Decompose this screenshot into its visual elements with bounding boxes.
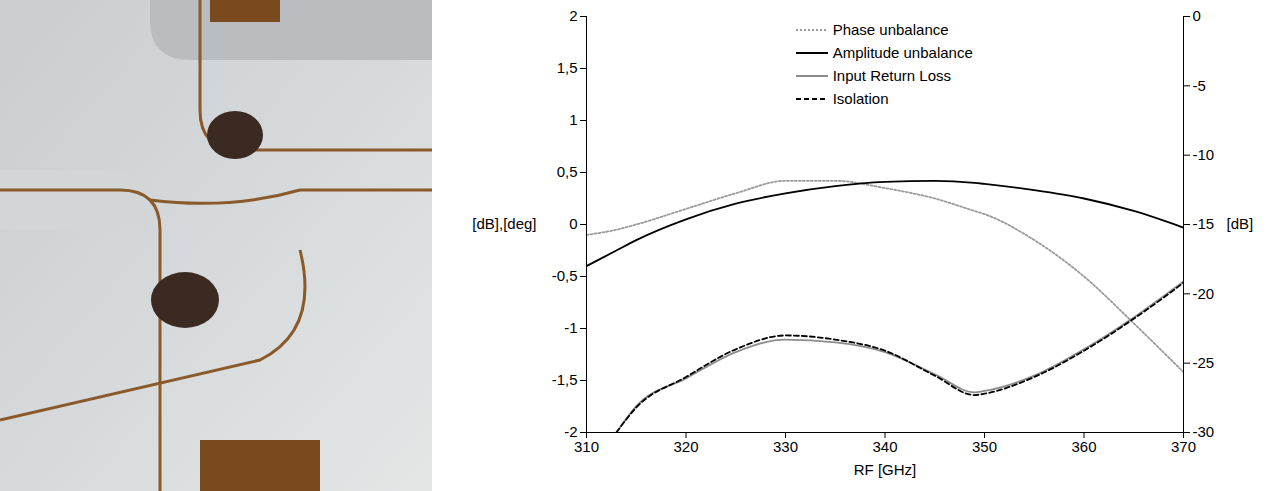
svg-text:0,5: 0,5 bbox=[557, 163, 578, 180]
html-text:Phase unbalance: Phase unbalance bbox=[832, 21, 949, 38]
svg-text:-20: -20 bbox=[1193, 285, 1215, 302]
svg-text:-15: -15 bbox=[1193, 215, 1215, 232]
svg-text:1,5: 1,5 bbox=[557, 59, 578, 76]
svg-text:340: 340 bbox=[872, 438, 897, 455]
svg-text:-1,5: -1,5 bbox=[552, 371, 578, 388]
svg-text:RF [GHz]: RF [GHz] bbox=[854, 461, 917, 478]
svg-text:370: 370 bbox=[1171, 438, 1196, 455]
svg-text:-25: -25 bbox=[1193, 354, 1215, 371]
svg-text:-10: -10 bbox=[1193, 146, 1215, 163]
svg-text:350: 350 bbox=[972, 438, 997, 455]
svg-text:310: 310 bbox=[574, 438, 599, 455]
svg-text:1: 1 bbox=[569, 111, 577, 128]
svg-text:330: 330 bbox=[773, 438, 798, 455]
svg-text:-30: -30 bbox=[1193, 423, 1215, 440]
svg-text:360: 360 bbox=[1071, 438, 1096, 455]
svg-text:-0,5: -0,5 bbox=[552, 267, 578, 284]
html-text:Isolation: Isolation bbox=[832, 90, 889, 107]
svg-text:[dB],[deg]: [dB],[deg] bbox=[472, 215, 536, 232]
svg-text:0: 0 bbox=[569, 215, 577, 232]
svg-text:-5: -5 bbox=[1193, 77, 1206, 94]
html-text:Amplitude unbalance: Amplitude unbalance bbox=[832, 44, 973, 61]
svg-text:[dB]: [dB] bbox=[1227, 215, 1254, 232]
svg-text:-2: -2 bbox=[564, 423, 577, 440]
svg-text:320: 320 bbox=[673, 438, 698, 455]
svg-text:0: 0 bbox=[1193, 7, 1201, 24]
html-text:Input Return Loss: Input Return Loss bbox=[832, 67, 951, 84]
svg-text:2: 2 bbox=[569, 7, 577, 24]
svg-text:-1: -1 bbox=[564, 319, 577, 336]
